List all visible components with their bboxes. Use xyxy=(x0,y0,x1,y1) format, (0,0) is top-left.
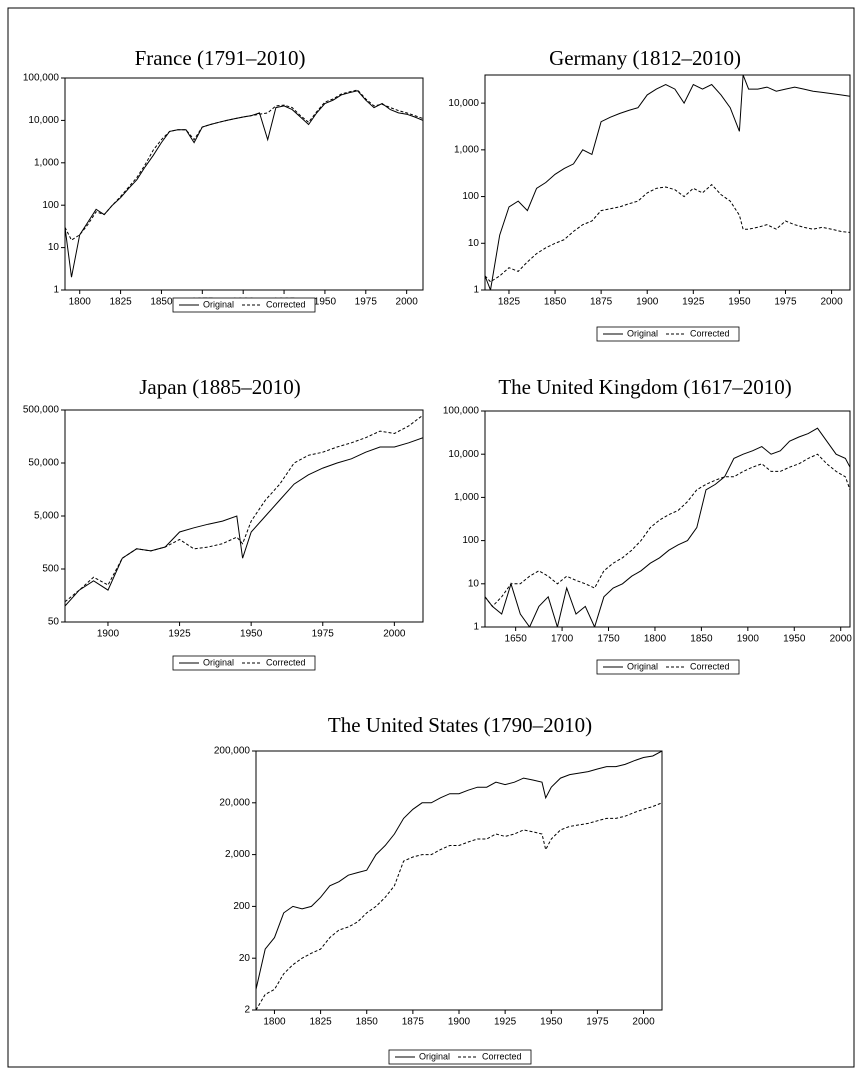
plot-frame xyxy=(64,409,424,623)
series-line xyxy=(256,751,662,990)
y-tick-label: 1,000 xyxy=(454,144,479,155)
legend-label: Original xyxy=(419,1051,450,1061)
x-tick-label: 1975 xyxy=(355,297,378,308)
x-tick-label: 1825 xyxy=(109,297,132,308)
x-tick-label: 2000 xyxy=(830,634,853,645)
series-line xyxy=(65,437,423,607)
x-tick-label: 1950 xyxy=(314,297,337,308)
y-tick-label: 5,000 xyxy=(34,511,59,522)
x-tick-label: 1850 xyxy=(690,634,713,645)
x-tick-label: 1750 xyxy=(597,634,620,645)
legend-label: Original xyxy=(203,299,234,309)
x-tick-label: 2000 xyxy=(632,1017,655,1028)
legend-label: Corrected xyxy=(690,328,730,338)
x-tick-label: 2000 xyxy=(820,297,843,308)
x-tick-label: 1825 xyxy=(498,297,521,308)
plot-frame xyxy=(484,74,851,291)
x-tick-label: 1975 xyxy=(586,1017,609,1028)
frame xyxy=(7,7,855,1068)
y-tick-label: 1 xyxy=(473,622,479,633)
y-tick-label: 500,000 xyxy=(23,405,60,416)
series-line xyxy=(485,453,850,608)
x-tick-label: 1650 xyxy=(505,634,528,645)
y-tick-label: 10,000 xyxy=(448,449,479,460)
x-tick-label: 1850 xyxy=(150,297,173,308)
x-tick-label: 1950 xyxy=(540,1017,563,1028)
y-tick-label: 200,000 xyxy=(214,746,251,757)
y-tick-label: 100 xyxy=(42,200,59,211)
chart-title: The United Kingdom (1617–2010) xyxy=(498,375,791,399)
x-tick-label: 1900 xyxy=(636,297,659,308)
plot-frame xyxy=(484,410,851,628)
y-tick-label: 20 xyxy=(239,953,251,964)
legend-label: Corrected xyxy=(482,1051,522,1061)
x-tick-label: 1950 xyxy=(783,634,806,645)
legend-label: Corrected xyxy=(690,661,730,671)
plot-frame xyxy=(255,750,663,1011)
x-tick-label: 1800 xyxy=(69,297,92,308)
y-tick-label: 200 xyxy=(233,901,250,912)
series-line xyxy=(256,802,662,1010)
series-line xyxy=(65,89,423,241)
x-tick-label: 1900 xyxy=(737,634,760,645)
y-tick-label: 2 xyxy=(244,1005,250,1016)
x-tick-label: 1950 xyxy=(240,629,263,640)
y-tick-label: 1 xyxy=(473,285,479,296)
x-tick-label: 1900 xyxy=(97,629,120,640)
legend-label: Original xyxy=(627,328,658,338)
series-line xyxy=(485,183,850,283)
y-tick-label: 10 xyxy=(468,238,480,249)
y-tick-label: 500 xyxy=(42,564,59,575)
x-tick-label: 2000 xyxy=(396,297,419,308)
y-tick-label: 50 xyxy=(48,617,60,628)
x-tick-label: 1875 xyxy=(402,1017,425,1028)
x-tick-label: 1700 xyxy=(551,634,574,645)
plot-frame xyxy=(64,77,424,291)
x-tick-label: 1875 xyxy=(590,297,613,308)
x-tick-label: 1975 xyxy=(312,629,335,640)
x-tick-label: 1975 xyxy=(774,297,797,308)
chart-title: France (1791–2010) xyxy=(135,46,306,70)
y-tick-label: 100,000 xyxy=(23,73,60,84)
legend-label: Corrected xyxy=(266,657,306,667)
series-line xyxy=(485,427,850,627)
x-tick-label: 2000 xyxy=(383,629,406,640)
y-tick-label: 100,000 xyxy=(443,406,480,417)
legend-label: Original xyxy=(627,661,658,671)
y-tick-label: 1 xyxy=(53,285,59,296)
series-line xyxy=(65,414,423,603)
x-tick-label: 1850 xyxy=(544,297,567,308)
series-line xyxy=(485,75,850,290)
x-tick-label: 1800 xyxy=(263,1017,286,1028)
x-tick-label: 1950 xyxy=(728,297,751,308)
chart-title: Japan (1885–2010) xyxy=(139,375,301,399)
y-tick-label: 1,000 xyxy=(34,157,59,168)
y-tick-label: 20,000 xyxy=(219,797,250,808)
y-tick-label: 1,000 xyxy=(454,492,479,503)
x-tick-label: 1850 xyxy=(356,1017,379,1028)
x-tick-label: 1800 xyxy=(644,634,667,645)
y-tick-label: 10,000 xyxy=(28,115,59,126)
y-tick-label: 100 xyxy=(462,191,479,202)
x-tick-label: 1925 xyxy=(682,297,705,308)
y-tick-label: 10 xyxy=(468,578,480,589)
series-line xyxy=(65,90,423,278)
x-tick-label: 1825 xyxy=(309,1017,332,1028)
x-tick-label: 1925 xyxy=(494,1017,517,1028)
chart-title: The United States (1790–2010) xyxy=(328,713,592,737)
y-tick-label: 10,000 xyxy=(448,98,479,109)
y-tick-label: 10 xyxy=(48,242,60,253)
y-tick-label: 50,000 xyxy=(28,458,59,469)
y-tick-label: 2,000 xyxy=(225,849,250,860)
legend-label: Corrected xyxy=(266,299,306,309)
chart-title: Germany (1812–2010) xyxy=(549,46,741,70)
x-tick-label: 1900 xyxy=(448,1017,471,1028)
legend-label: Original xyxy=(203,657,234,667)
y-tick-label: 100 xyxy=(462,535,479,546)
x-tick-label: 1925 xyxy=(168,629,191,640)
